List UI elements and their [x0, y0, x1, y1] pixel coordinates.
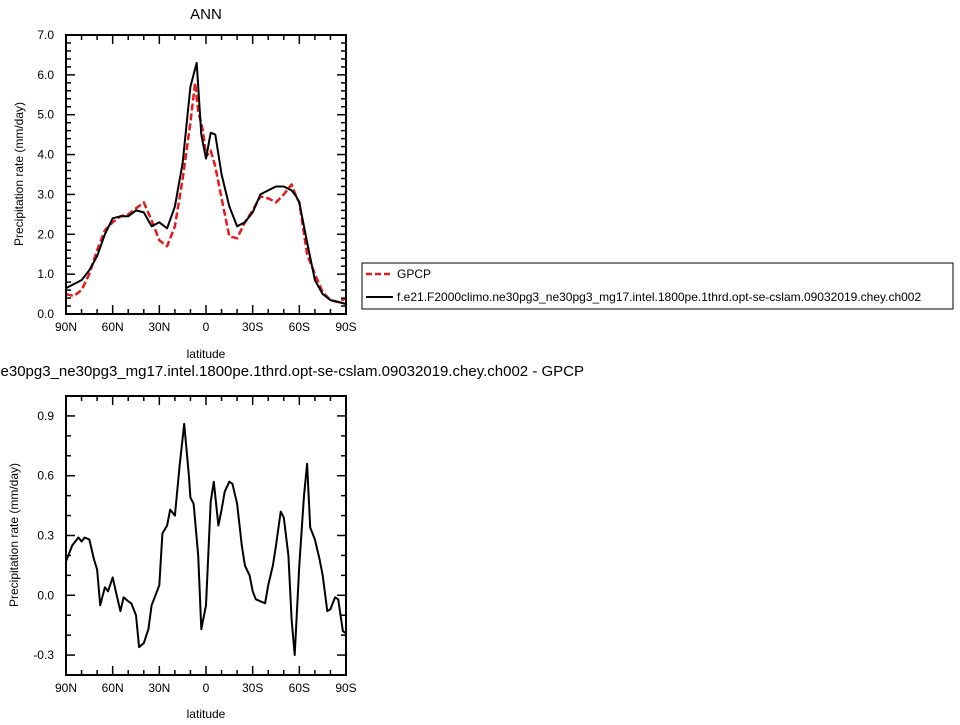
top-x-tick-label: 90S — [335, 320, 356, 334]
top-chart-title: ANN — [190, 6, 222, 23]
bottom-x-tick-label: 30N — [148, 681, 170, 695]
bottom-x-tick-label: 90N — [55, 681, 77, 695]
bottom-x-tick-label: 60S — [289, 681, 310, 695]
top-x-tick-label: 30N — [148, 320, 170, 334]
top-y-tick-label: 1.0 — [37, 267, 54, 281]
top-series-lines — [65, 61, 347, 305]
bottom-y-tick-label: 0.6 — [37, 469, 54, 483]
bottom-chart-title: f.e21.F2000climo.ne30pg3_ne30pg3_mg17.in… — [0, 363, 584, 380]
top-y-axis-title: Precipitation rate (mm/day) — [12, 102, 26, 246]
top-x-tick-label: 0 — [203, 320, 210, 334]
top-y-tick-label: 4.0 — [37, 148, 54, 162]
top-x-tick-label: 60N — [102, 320, 124, 334]
bottom-series-lines — [65, 422, 347, 657]
top-x-tick-label: 60S — [289, 320, 310, 334]
bottom-y-axis-title: Precipitation rate (mm/day) — [7, 463, 21, 607]
legend-box — [361, 262, 954, 310]
bottom-x-tick-label: 30S — [242, 681, 263, 695]
top-y-tick-label: 2.0 — [37, 227, 54, 241]
legend-label-model: f.e21.F2000climo.ne30pg3_ne30pg3_mg17.in… — [397, 290, 921, 304]
bottom-x-tick-label: 0 — [203, 681, 210, 695]
bottom-ticks: 90N 60N 30N 0 30S 60S 90S -0.3 0.0 0.3 0.6 0.9 — [33, 395, 357, 695]
bottom-x-axis-title: latitude — [187, 707, 226, 721]
legend: GPCP f.e21.F2000climo.ne30pg3_ne30pg3_mg… — [361, 262, 954, 310]
top-x-tick-label: 30S — [242, 320, 263, 334]
top-y-tick-label: 3.0 — [37, 187, 54, 201]
top-plot-frame — [65, 34, 347, 315]
top-y-tick-label: 5.0 — [37, 108, 54, 122]
top-y-tick-label: 6.0 — [37, 68, 54, 82]
bottom-y-tick-label: 0.0 — [37, 588, 54, 602]
bottom-y-tick-label: -0.3 — [33, 648, 54, 662]
bottom-y-tick-label: 0.9 — [37, 409, 54, 423]
bottom-series-line-0 — [65, 422, 347, 657]
legend-label-gpcp: GPCP — [397, 267, 431, 281]
top-y-tick-label: 7.0 — [37, 28, 54, 42]
top-series-line-0 — [65, 81, 347, 304]
top-x-tick-label: 90N — [55, 320, 77, 334]
top-x-axis-title: latitude — [187, 347, 226, 361]
bottom-x-tick-label: 60N — [102, 681, 124, 695]
bottom-x-tick-label: 90S — [335, 681, 356, 695]
bottom-plot-frame — [65, 395, 347, 676]
bottom-panel: f.e21.F2000climo.ne30pg3_ne30pg3_mg17.in… — [0, 363, 584, 721]
top-series-line-1 — [65, 61, 347, 305]
top-y-tick-label: 0.0 — [37, 307, 54, 321]
bottom-y-tick-label: 0.3 — [37, 529, 54, 543]
top-panel: ANN 90N 60N 30N 0 30S 60S 90S 0.0 1.0 2.0 3.0 4.0 5.… — [12, 6, 357, 361]
